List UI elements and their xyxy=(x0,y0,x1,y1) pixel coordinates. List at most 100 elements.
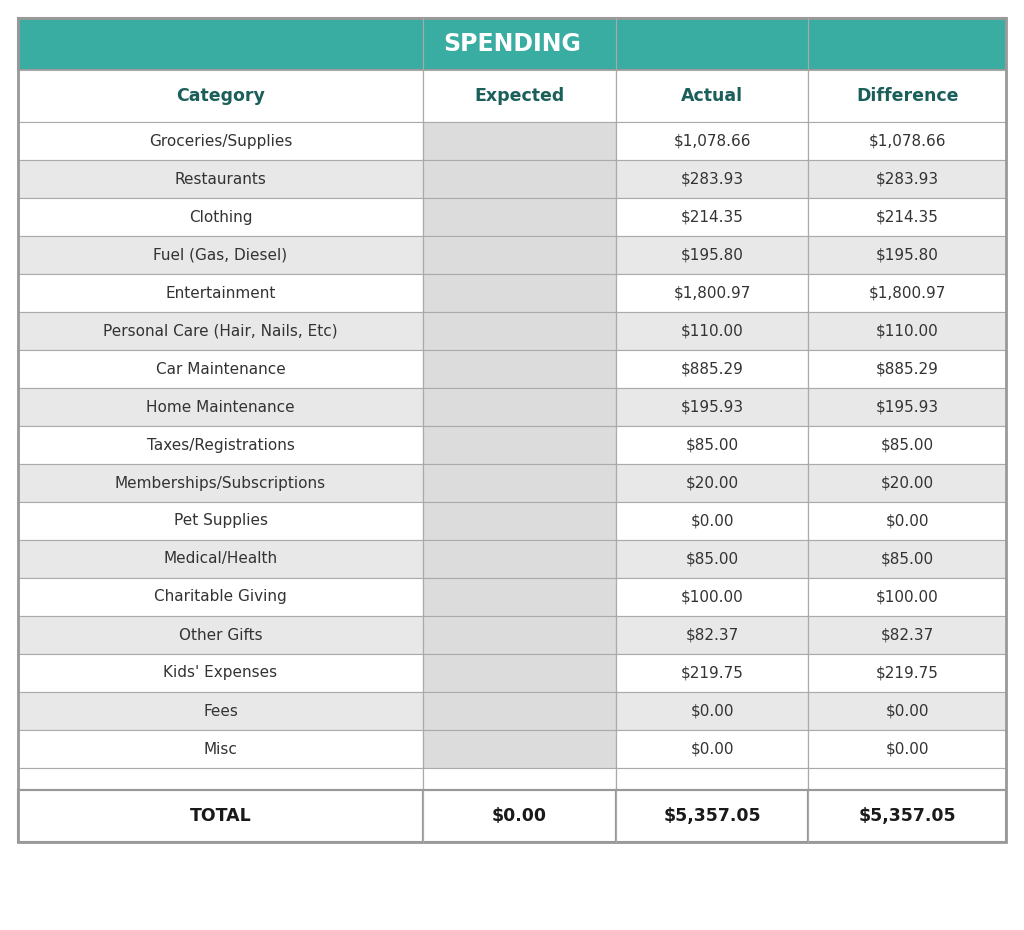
Bar xyxy=(808,768,1006,790)
Bar xyxy=(423,160,615,198)
Text: Personal Care (Hair, Nails, Etc): Personal Care (Hair, Nails, Etc) xyxy=(103,324,338,339)
Bar xyxy=(615,540,808,578)
Text: Restaurants: Restaurants xyxy=(175,171,266,187)
Text: SPENDING: SPENDING xyxy=(443,32,581,56)
Bar xyxy=(615,70,808,122)
Bar xyxy=(423,426,615,464)
Text: $82.37: $82.37 xyxy=(881,628,934,643)
Text: $195.80: $195.80 xyxy=(876,247,939,262)
Text: Entertainment: Entertainment xyxy=(165,286,275,300)
Text: $1,800.97: $1,800.97 xyxy=(674,286,751,300)
Text: $0.00: $0.00 xyxy=(690,703,734,719)
Bar xyxy=(423,692,615,730)
Bar xyxy=(423,464,615,502)
Bar xyxy=(423,654,615,692)
Bar xyxy=(423,388,615,426)
Bar xyxy=(808,730,1006,768)
Bar xyxy=(423,540,615,578)
Bar xyxy=(18,70,423,122)
Bar xyxy=(18,616,423,654)
Bar xyxy=(615,578,808,616)
Text: Charitable Giving: Charitable Giving xyxy=(155,590,287,604)
Bar xyxy=(615,790,808,842)
Bar xyxy=(615,730,808,768)
Bar xyxy=(423,236,615,274)
Bar xyxy=(615,616,808,654)
Bar xyxy=(423,768,615,790)
Text: $885.29: $885.29 xyxy=(876,362,939,377)
Text: $85.00: $85.00 xyxy=(881,551,934,566)
Bar xyxy=(615,654,808,692)
Bar xyxy=(18,312,423,350)
Bar xyxy=(615,198,808,236)
Bar xyxy=(423,70,615,122)
Bar xyxy=(423,198,615,236)
Bar xyxy=(808,312,1006,350)
Text: Other Gifts: Other Gifts xyxy=(179,628,262,643)
Text: $0.00: $0.00 xyxy=(886,513,929,528)
Text: Pet Supplies: Pet Supplies xyxy=(173,513,267,528)
Bar xyxy=(808,578,1006,616)
Bar xyxy=(18,122,423,160)
Text: Memberships/Subscriptions: Memberships/Subscriptions xyxy=(115,475,326,490)
Text: $5,357.05: $5,357.05 xyxy=(664,807,761,825)
Bar xyxy=(18,654,423,692)
Bar xyxy=(18,274,423,312)
Text: $0.00: $0.00 xyxy=(886,741,929,756)
Bar xyxy=(423,312,615,350)
Bar xyxy=(18,198,423,236)
Text: $1,078.66: $1,078.66 xyxy=(674,134,751,149)
Bar xyxy=(808,616,1006,654)
Bar xyxy=(423,578,615,616)
Text: $85.00: $85.00 xyxy=(685,551,738,566)
Bar xyxy=(18,236,423,274)
Bar xyxy=(615,426,808,464)
Bar xyxy=(615,274,808,312)
Bar xyxy=(615,692,808,730)
Bar xyxy=(18,18,1006,842)
Text: $82.37: $82.37 xyxy=(685,628,738,643)
Bar xyxy=(808,502,1006,540)
Bar xyxy=(808,122,1006,160)
Text: $110.00: $110.00 xyxy=(876,324,939,339)
Text: Groceries/Supplies: Groceries/Supplies xyxy=(148,134,292,149)
Text: $219.75: $219.75 xyxy=(681,666,743,681)
Bar xyxy=(615,236,808,274)
Text: Medical/Health: Medical/Health xyxy=(164,551,278,566)
Text: $219.75: $219.75 xyxy=(876,666,939,681)
Bar xyxy=(808,70,1006,122)
Text: Taxes/Registrations: Taxes/Registrations xyxy=(146,437,295,453)
Bar xyxy=(18,388,423,426)
Bar xyxy=(615,350,808,388)
Bar xyxy=(423,730,615,768)
Text: $195.93: $195.93 xyxy=(876,400,939,415)
Bar xyxy=(18,540,423,578)
Text: $5,357.05: $5,357.05 xyxy=(858,807,956,825)
Bar xyxy=(18,350,423,388)
Text: Category: Category xyxy=(176,87,265,105)
Text: Home Maintenance: Home Maintenance xyxy=(146,400,295,415)
Text: TOTAL: TOTAL xyxy=(189,807,252,825)
Text: $20.00: $20.00 xyxy=(685,475,738,490)
Bar xyxy=(423,790,615,842)
Bar xyxy=(808,160,1006,198)
Bar xyxy=(18,18,1006,70)
Text: $214.35: $214.35 xyxy=(681,209,743,224)
Text: $195.80: $195.80 xyxy=(681,247,743,262)
Bar xyxy=(615,464,808,502)
Text: $195.93: $195.93 xyxy=(681,400,743,415)
Bar xyxy=(615,502,808,540)
Text: $1,800.97: $1,800.97 xyxy=(868,286,946,300)
Text: $85.00: $85.00 xyxy=(685,437,738,453)
Bar xyxy=(423,350,615,388)
Bar xyxy=(808,654,1006,692)
Bar xyxy=(18,768,423,790)
Text: $85.00: $85.00 xyxy=(881,437,934,453)
Bar xyxy=(18,464,423,502)
Bar xyxy=(808,350,1006,388)
Bar xyxy=(18,502,423,540)
Bar xyxy=(808,236,1006,274)
Text: Car Maintenance: Car Maintenance xyxy=(156,362,286,377)
Text: Misc: Misc xyxy=(204,741,238,756)
Bar xyxy=(808,426,1006,464)
